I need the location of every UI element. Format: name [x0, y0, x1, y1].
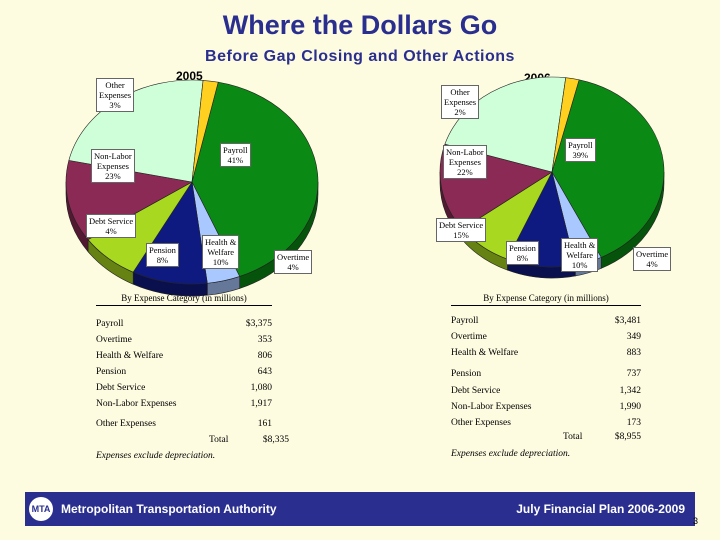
slice-label-health-welfare: Health & Welfare 10% — [202, 235, 240, 269]
table-row-health-welfare: Health & Welfare 806 — [96, 351, 272, 363]
table-row-non-labor: Non-Labor Expenses 1,917 — [96, 399, 272, 411]
total-label-2006: Total — [563, 432, 583, 442]
slice-label-payroll: Payroll 39% — [565, 138, 596, 162]
total-value-2005: $8,335 — [262, 435, 289, 445]
row-value: 643 — [257, 367, 272, 377]
pie-slice-other-expenses — [551, 77, 580, 173]
expense-table-2006: By Expense Category (in millions) Payrol… — [451, 293, 641, 447]
total-label-2005: Total — [209, 435, 229, 445]
row-category: Health & Welfare — [96, 351, 164, 361]
slice-label-overtime: Overtime 4% — [274, 250, 313, 274]
row-value: 1,342 — [619, 386, 641, 396]
slice-label-pension: Pension 8% — [506, 241, 539, 265]
slice-label-overtime: Overtime 4% — [633, 247, 672, 271]
row-category: Non-Labor Expenses — [96, 399, 177, 409]
row-value: 1,917 — [250, 399, 272, 409]
pie-slice-other-expenses — [191, 80, 219, 183]
row-value: $3,375 — [245, 319, 272, 329]
row-category: Overtime — [451, 332, 487, 342]
pie-slice-payroll — [551, 79, 665, 258]
footer-plan-title: July Financial Plan 2006-2009 — [516, 502, 685, 516]
table-row-payroll: Payroll $3,481 — [451, 316, 641, 328]
row-value: 883 — [626, 348, 641, 358]
row-value: $3,481 — [614, 316, 641, 326]
slice-label-non-labor: Non-Labor Expenses 23% — [91, 149, 135, 183]
row-category: Payroll — [96, 319, 124, 329]
row-value: 806 — [257, 351, 272, 361]
year-label-2005: 2005 — [176, 69, 203, 83]
slice-label-non-labor: Non-Labor Expenses 22% — [443, 145, 487, 179]
table-row-debt-service: Debt Service 1,342 — [451, 386, 641, 398]
table-row-pension: Pension 643 — [96, 367, 272, 379]
row-value: 161 — [257, 419, 272, 429]
page-subtitle: Before Gap Closing and Other Actions — [205, 48, 515, 65]
table-row-non-labor: Non-Labor Expenses 1,990 — [451, 402, 641, 414]
slice-label-health-welfare: Health & Welfare 10% — [561, 238, 599, 272]
total-value-2006: $8,955 — [614, 432, 641, 442]
slice-label-other-expenses: Other Expenses 2% — [441, 85, 480, 119]
table-caption: By Expense Category (in millions) — [483, 293, 609, 303]
row-value: 1,080 — [250, 383, 272, 393]
row-category: Payroll — [451, 316, 479, 326]
page-title: Where the Dollars Go — [222, 10, 498, 40]
slice-label-payroll: Payroll 41% — [220, 143, 251, 167]
table-caption: By Expense Category (in millions) — [121, 293, 247, 303]
footer-organization: Metropolitan Transportation Authority — [61, 502, 277, 516]
depreciation-note-2005: Expenses exclude depreciation. — [96, 451, 216, 461]
mta-logo: MTA — [29, 497, 53, 521]
row-value: 1,990 — [619, 402, 641, 412]
footer-bar: MTA Metropolitan Transportation Authorit… — [25, 492, 695, 526]
row-value: 353 — [257, 335, 272, 345]
row-category: Other Expenses — [96, 419, 156, 429]
row-value: 737 — [626, 369, 641, 379]
table-row-other-expenses: Other Expenses 173 — [451, 418, 641, 430]
row-value: 173 — [626, 418, 641, 428]
row-value: 349 — [626, 332, 641, 342]
depreciation-note-2006: Expenses exclude depreciation. — [451, 449, 571, 459]
row-category: Non-Labor Expenses — [451, 402, 532, 412]
row-category: Pension — [451, 369, 482, 379]
slice-label-debt-service: Debt Service 15% — [436, 218, 487, 242]
slice-label-pension: Pension 8% — [146, 243, 179, 267]
row-category: Other Expenses — [451, 418, 511, 428]
row-category: Debt Service — [96, 383, 146, 393]
table-row-debt-service: Debt Service 1,080 — [96, 383, 272, 395]
pie-charts — [65, 76, 665, 297]
table-row-health-welfare: Health & Welfare 883 — [451, 348, 641, 360]
row-category: Overtime — [96, 335, 132, 345]
row-category: Debt Service — [451, 386, 501, 396]
slice-label-debt-service: Debt Service 4% — [86, 214, 137, 238]
row-category: Health & Welfare — [451, 348, 519, 358]
table-row-payroll: Payroll $3,375 — [96, 319, 272, 331]
page-number: 3 — [692, 516, 698, 526]
slice-label-other-expenses: Other Expenses 3% — [96, 78, 135, 112]
table-row-pension: Pension 737 — [451, 369, 641, 381]
table-row-overtime: Overtime 353 — [96, 335, 272, 347]
row-category: Pension — [96, 367, 127, 377]
table-row-overtime: Overtime 349 — [451, 332, 641, 344]
table-row-other-expenses: Other Expenses 161 — [96, 419, 272, 431]
expense-table-2005: By Expense Category (in millions) Payrol… — [96, 293, 272, 447]
